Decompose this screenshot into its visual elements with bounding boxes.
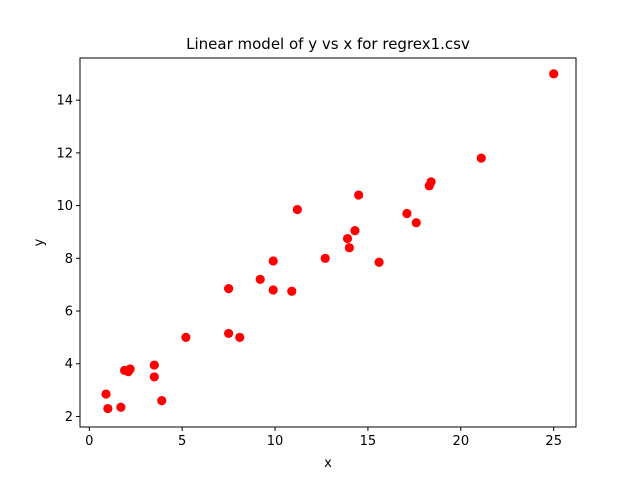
data-point bbox=[235, 332, 245, 342]
data-point bbox=[426, 177, 436, 187]
y-tick-label: 4 bbox=[65, 357, 73, 372]
y-axis-label: y bbox=[32, 238, 47, 246]
data-point bbox=[476, 153, 486, 163]
data-point bbox=[268, 256, 278, 266]
data-point bbox=[224, 284, 234, 294]
data-point bbox=[292, 204, 302, 215]
data-point bbox=[268, 285, 278, 295]
data-point bbox=[103, 403, 113, 414]
data-point bbox=[125, 364, 135, 374]
data-point bbox=[411, 218, 421, 228]
axis-ticks: 0 5 10 15 20 25 2 4 6 8 10 12 14 bbox=[56, 94, 562, 449]
data-point bbox=[181, 332, 191, 342]
y-tick-label: 6 bbox=[65, 305, 73, 320]
data-point bbox=[320, 253, 330, 263]
y-tick-label: 10 bbox=[56, 199, 73, 214]
plot-frame bbox=[79, 57, 577, 428]
data-point bbox=[149, 372, 159, 382]
data-point bbox=[157, 396, 167, 406]
data-point bbox=[255, 274, 265, 284]
x-tick-label: 10 bbox=[267, 434, 284, 449]
data-point bbox=[350, 226, 360, 236]
y-tick-label: 8 bbox=[65, 252, 73, 267]
data-point bbox=[149, 360, 159, 370]
data-point bbox=[116, 402, 126, 412]
axes-border bbox=[79, 57, 577, 428]
x-tick-label: 0 bbox=[85, 434, 93, 449]
x-tick-label: 5 bbox=[178, 434, 186, 449]
y-tick-label: 14 bbox=[56, 94, 73, 109]
data-point bbox=[402, 208, 412, 219]
data-point bbox=[287, 286, 297, 296]
x-axis-label: x bbox=[324, 456, 332, 471]
x-tick-label: 25 bbox=[545, 434, 562, 449]
data-point bbox=[342, 233, 353, 244]
data-point bbox=[344, 243, 354, 253]
data-point bbox=[374, 257, 384, 267]
data-point bbox=[549, 69, 559, 79]
x-tick-label: 20 bbox=[453, 434, 470, 449]
y-tick-label: 2 bbox=[65, 410, 73, 425]
x-tick-label: 15 bbox=[360, 434, 377, 449]
plot-background bbox=[80, 58, 576, 427]
plot-area bbox=[80, 58, 576, 427]
data-point bbox=[354, 190, 364, 200]
chart-title: Linear model of y vs x for regrex1.csv bbox=[186, 35, 470, 53]
data-points bbox=[101, 69, 559, 414]
data-point bbox=[101, 389, 111, 399]
y-tick-label: 12 bbox=[56, 146, 73, 161]
data-point bbox=[224, 328, 234, 339]
